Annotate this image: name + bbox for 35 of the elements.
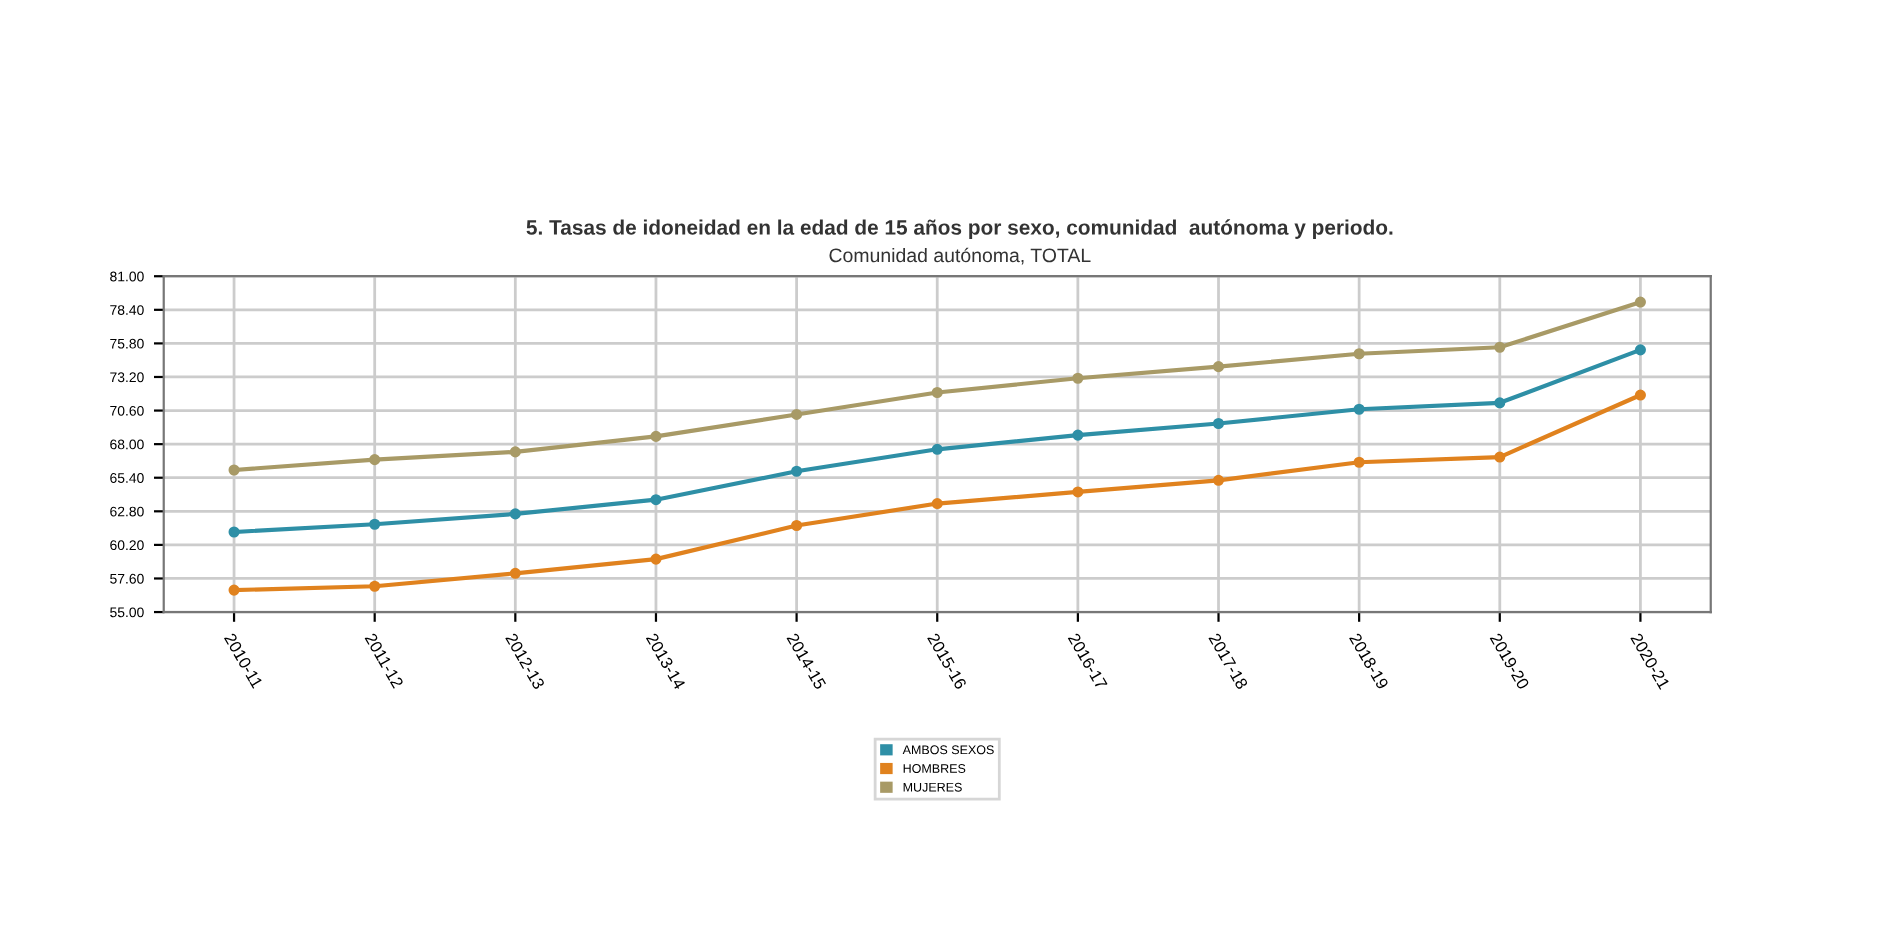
point [369, 580, 381, 592]
point [1634, 389, 1646, 401]
point [1212, 361, 1225, 373]
point [228, 464, 240, 476]
point [1212, 417, 1225, 430]
point [1072, 372, 1084, 384]
point [1072, 429, 1084, 441]
point [931, 443, 943, 455]
point [509, 567, 521, 579]
point [791, 408, 803, 420]
point [369, 454, 381, 466]
point [791, 465, 803, 477]
point [369, 518, 381, 530]
chart-title: 5. Tasas de idoneidad en la edad de 15 años por sexo, comunidad autónoma y periodo. [526, 219, 1393, 239]
point [1353, 403, 1365, 415]
point [931, 386, 943, 399]
point [1634, 296, 1646, 308]
point [1072, 486, 1084, 498]
point [1353, 456, 1365, 468]
point [1494, 397, 1506, 409]
point [1353, 348, 1365, 360]
point [1494, 341, 1506, 353]
point [228, 526, 240, 538]
point [650, 430, 662, 442]
point [1634, 344, 1646, 356]
point [931, 498, 943, 510]
point [1212, 474, 1225, 486]
point [509, 446, 521, 458]
point [509, 508, 521, 520]
point [1494, 451, 1506, 463]
chart-subtitle: Comunidad autónoma, TOTAL [829, 247, 1091, 265]
point [650, 494, 662, 506]
point [791, 519, 803, 532]
point [228, 584, 240, 596]
point [650, 553, 662, 565]
